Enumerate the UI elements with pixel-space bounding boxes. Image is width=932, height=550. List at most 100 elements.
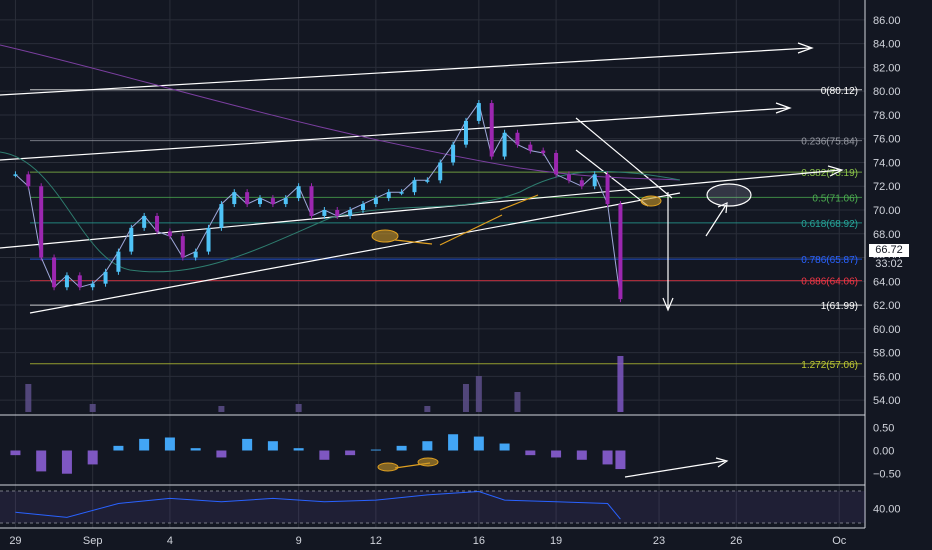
fib-level-label: 0.786(65.87) — [801, 255, 858, 266]
volume-bar — [218, 406, 225, 412]
candle-body — [451, 144, 456, 163]
retest-ellipse[interactable] — [706, 183, 752, 207]
fibonacci-retracement[interactable]: 0(80.12) 0.236(75.84) 0.382(73.19) 0.5(71.0… — [30, 86, 862, 371]
candle-body — [579, 180, 584, 187]
macd-bar — [345, 450, 356, 456]
candle-body — [52, 257, 57, 288]
channel-line-center[interactable] — [0, 169, 841, 249]
price-series — [13, 100, 623, 303]
volume-bar — [424, 406, 431, 412]
candle-body — [515, 132, 520, 145]
price-tick-label: 72.00 — [873, 181, 901, 193]
time-tick-label: 19 — [550, 535, 562, 547]
candle-body — [193, 251, 198, 258]
divergence-arrow[interactable] — [624, 460, 726, 478]
retest-arrow[interactable] — [705, 204, 727, 237]
candle-body — [142, 215, 147, 228]
arrow-head-center — [827, 165, 844, 177]
pattern-arrow-3 — [499, 194, 539, 211]
pattern-arrow-2 — [439, 214, 503, 246]
price-tick-label: 62.00 — [873, 300, 901, 312]
macd-tick-label: −0.50 — [873, 469, 901, 481]
candle-body — [412, 180, 417, 193]
moving-averages — [0, 44, 681, 273]
candle-body — [90, 283, 95, 288]
macd-bar — [61, 450, 72, 474]
candle-body — [566, 174, 571, 181]
macd-bar — [448, 434, 459, 451]
candle-body — [64, 275, 69, 288]
countdown-tag: 33:02 — [869, 258, 909, 271]
macd-bar — [10, 450, 21, 456]
candle-body — [348, 210, 353, 216]
candle-body — [605, 174, 610, 205]
ma-slow-line — [0, 44, 681, 181]
rsi-tick-label: 40.00 — [873, 504, 901, 516]
price-axis[interactable]: 86.00 84.00 82.00 80.00 78.00 76.00 74.00 72.00… — [873, 15, 901, 407]
volume-bar — [89, 404, 96, 412]
macd-tick-label: 0.50 — [873, 422, 894, 434]
candle-body — [541, 150, 546, 153]
macd-bar — [139, 438, 150, 451]
time-tick-label: 9 — [296, 535, 302, 547]
channel-line-lower[interactable] — [29, 192, 681, 314]
time-tick-label: 16 — [473, 535, 485, 547]
pattern-arrow-1 — [394, 239, 433, 245]
macd-bar — [473, 436, 484, 451]
price-tick-label: 60.00 — [873, 324, 901, 336]
price-tick-label: 76.00 — [873, 134, 901, 146]
price-tick-label: 78.00 — [873, 110, 901, 122]
candle-body — [618, 204, 623, 300]
fib-level-label: 0.382(73.19) — [801, 168, 858, 179]
candle-body — [438, 162, 443, 181]
price-tick-label: 86.00 — [873, 15, 901, 27]
candle-body — [116, 251, 121, 272]
volume-bar — [462, 384, 469, 412]
candle-body — [502, 132, 507, 157]
price-tick-label: 84.00 — [873, 39, 901, 51]
time-tick-label: 26 — [730, 535, 742, 547]
wedge-line-top[interactable] — [575, 117, 673, 199]
macd-bar — [319, 450, 330, 460]
volume-bar — [25, 384, 32, 412]
macd-histogram — [10, 434, 626, 474]
macd-bar — [242, 438, 253, 451]
fib-level-label: 0(80.12) — [821, 86, 858, 97]
pattern-annotations[interactable] — [371, 194, 662, 472]
candle-body — [129, 227, 134, 252]
price-tick-label: 58.00 — [873, 348, 901, 360]
candle-body — [322, 210, 327, 216]
arrow-head-middle — [775, 102, 792, 114]
ma-fast-line — [0, 151, 681, 273]
wedge-line-bottom[interactable] — [575, 149, 649, 207]
candle-body — [206, 227, 211, 252]
fib-level-label: 1(61.99) — [821, 301, 858, 312]
macd-bar — [422, 441, 433, 451]
channel-line-middle[interactable] — [0, 107, 789, 161]
candle-body — [167, 231, 172, 237]
drop-arrow-head — [662, 297, 674, 312]
macd-bar — [113, 445, 124, 451]
macd-bar — [190, 448, 201, 451]
candle-body — [335, 210, 340, 216]
grid-lines — [0, 0, 865, 528]
candle-body — [26, 174, 31, 187]
candle-body — [386, 192, 391, 199]
time-tick-label: Sep — [83, 535, 103, 547]
rsi-band — [0, 491, 865, 523]
trend-channel-drawings[interactable] — [0, 42, 844, 478]
pattern-ellipse-2 — [640, 195, 662, 207]
candle-body — [155, 215, 160, 232]
pattern-ellipse-4 — [417, 457, 439, 467]
candle-body — [283, 198, 288, 205]
macd-tick-label: 0.00 — [873, 446, 894, 458]
time-axis[interactable]: 29 Sep 4 9 12 16 19 23 26 Oc — [9, 535, 846, 547]
rsi-line — [0, 490, 865, 524]
macd-bar — [267, 441, 278, 451]
channel-line-upper[interactable] — [0, 47, 811, 96]
candle-body — [77, 275, 82, 288]
candle-body — [245, 192, 250, 205]
candle-body — [463, 120, 468, 145]
macd-bar — [551, 450, 562, 458]
